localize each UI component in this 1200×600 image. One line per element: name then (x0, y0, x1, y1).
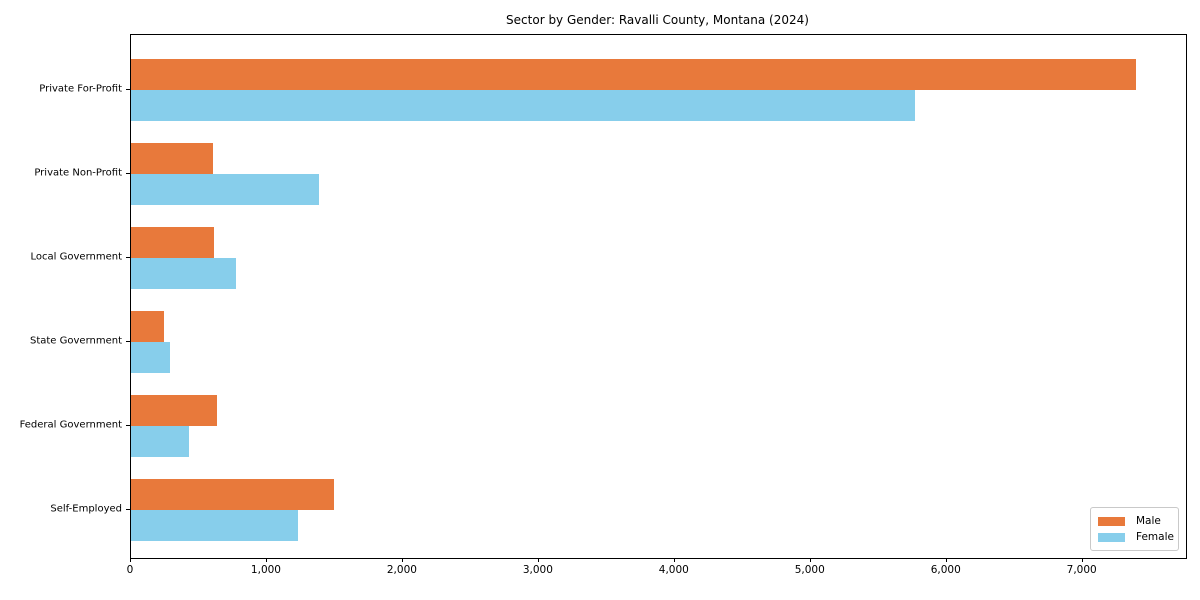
x-tick-mark (945, 558, 947, 562)
bar-male-0 (131, 58, 1137, 90)
x-tick-mark (401, 558, 403, 562)
y-tick-label: Local Government (30, 251, 122, 262)
bar-male-4 (131, 394, 217, 426)
y-tick-label: Self-Employed (50, 503, 122, 514)
female-series-swatch (1098, 532, 1125, 542)
bar-female-1 (131, 173, 320, 205)
y-tick-mark (126, 424, 130, 426)
x-tick-label: 1,000 (250, 564, 281, 576)
bar-female-5 (131, 509, 298, 541)
legend-label-female: Female (1136, 531, 1174, 543)
y-tick-mark (126, 508, 130, 510)
y-tick-label: State Government (29, 335, 122, 346)
bar-male-3 (131, 310, 165, 342)
legend: Male Female (1090, 507, 1179, 551)
male-series-swatch (1098, 516, 1125, 526)
x-tick-mark (673, 558, 675, 562)
x-tick-label: 6,000 (930, 564, 961, 576)
bar-female-0 (131, 89, 915, 121)
x-tick-label: 7,000 (1066, 564, 1097, 576)
legend-item-female: Female (1091, 531, 1178, 543)
x-tick-label: 2,000 (386, 564, 417, 576)
bar-male-1 (131, 142, 213, 174)
bar-female-2 (131, 257, 237, 289)
plot-area (130, 34, 1187, 559)
x-tick-label: 0 (126, 564, 134, 576)
y-tick-mark (126, 172, 130, 174)
legend-label-male: Male (1136, 515, 1161, 527)
chart-title: Sector by Gender: Ravalli County, Montan… (506, 13, 809, 27)
bar-male-5 (131, 478, 334, 510)
x-tick-mark (809, 558, 811, 562)
x-tick-label: 3,000 (522, 564, 553, 576)
y-tick-label: Private For-Profit (39, 83, 122, 94)
x-tick-mark (1081, 558, 1083, 562)
x-tick-label: 5,000 (794, 564, 825, 576)
y-tick-mark (126, 88, 130, 90)
bar-female-3 (131, 341, 170, 373)
legend-item-male: Male (1091, 515, 1178, 527)
x-tick-mark (265, 558, 267, 562)
y-tick-mark (126, 256, 130, 258)
bar-female-4 (131, 425, 189, 457)
y-tick-mark (126, 340, 130, 342)
y-tick-label: Federal Government (19, 419, 122, 430)
x-tick-label: 4,000 (658, 564, 689, 576)
bar-male-2 (131, 226, 214, 258)
x-tick-mark (130, 558, 131, 562)
y-tick-label: Private Non-Profit (34, 167, 122, 178)
x-tick-mark (537, 558, 539, 562)
